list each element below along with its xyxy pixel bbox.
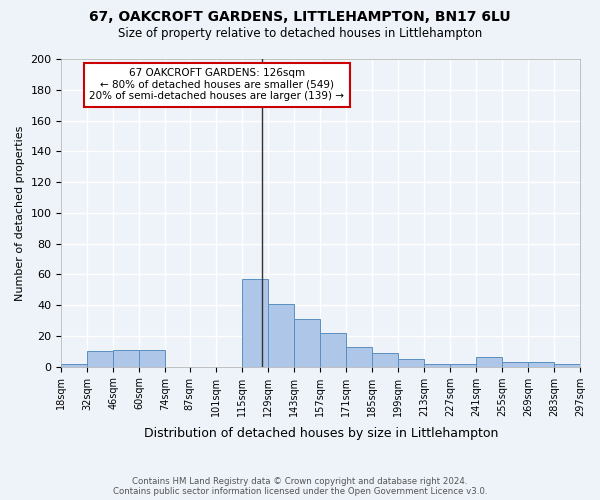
Bar — [61, 364, 88, 366]
Text: 67 OAKCROFT GARDENS: 126sqm
← 80% of detached houses are smaller (549)
20% of se: 67 OAKCROFT GARDENS: 126sqm ← 80% of det… — [89, 68, 344, 102]
Bar — [502, 362, 528, 366]
Bar — [113, 350, 139, 366]
Bar — [139, 350, 166, 366]
Y-axis label: Number of detached properties: Number of detached properties — [15, 125, 25, 300]
Bar — [424, 364, 450, 366]
Bar — [242, 279, 268, 366]
Bar — [398, 359, 424, 366]
Text: Contains public sector information licensed under the Open Government Licence v3: Contains public sector information licen… — [113, 487, 487, 496]
Text: Size of property relative to detached houses in Littlehampton: Size of property relative to detached ho… — [118, 28, 482, 40]
Bar — [88, 352, 113, 366]
Bar — [450, 364, 476, 366]
Bar — [528, 362, 554, 366]
Bar — [476, 358, 502, 366]
Bar — [346, 346, 372, 366]
Text: 67, OAKCROFT GARDENS, LITTLEHAMPTON, BN17 6LU: 67, OAKCROFT GARDENS, LITTLEHAMPTON, BN1… — [89, 10, 511, 24]
X-axis label: Distribution of detached houses by size in Littlehampton: Distribution of detached houses by size … — [143, 427, 498, 440]
Bar — [294, 319, 320, 366]
Bar — [320, 333, 346, 366]
Bar — [372, 353, 398, 366]
Bar — [554, 364, 580, 366]
Bar — [268, 304, 294, 366]
Text: Contains HM Land Registry data © Crown copyright and database right 2024.: Contains HM Land Registry data © Crown c… — [132, 477, 468, 486]
